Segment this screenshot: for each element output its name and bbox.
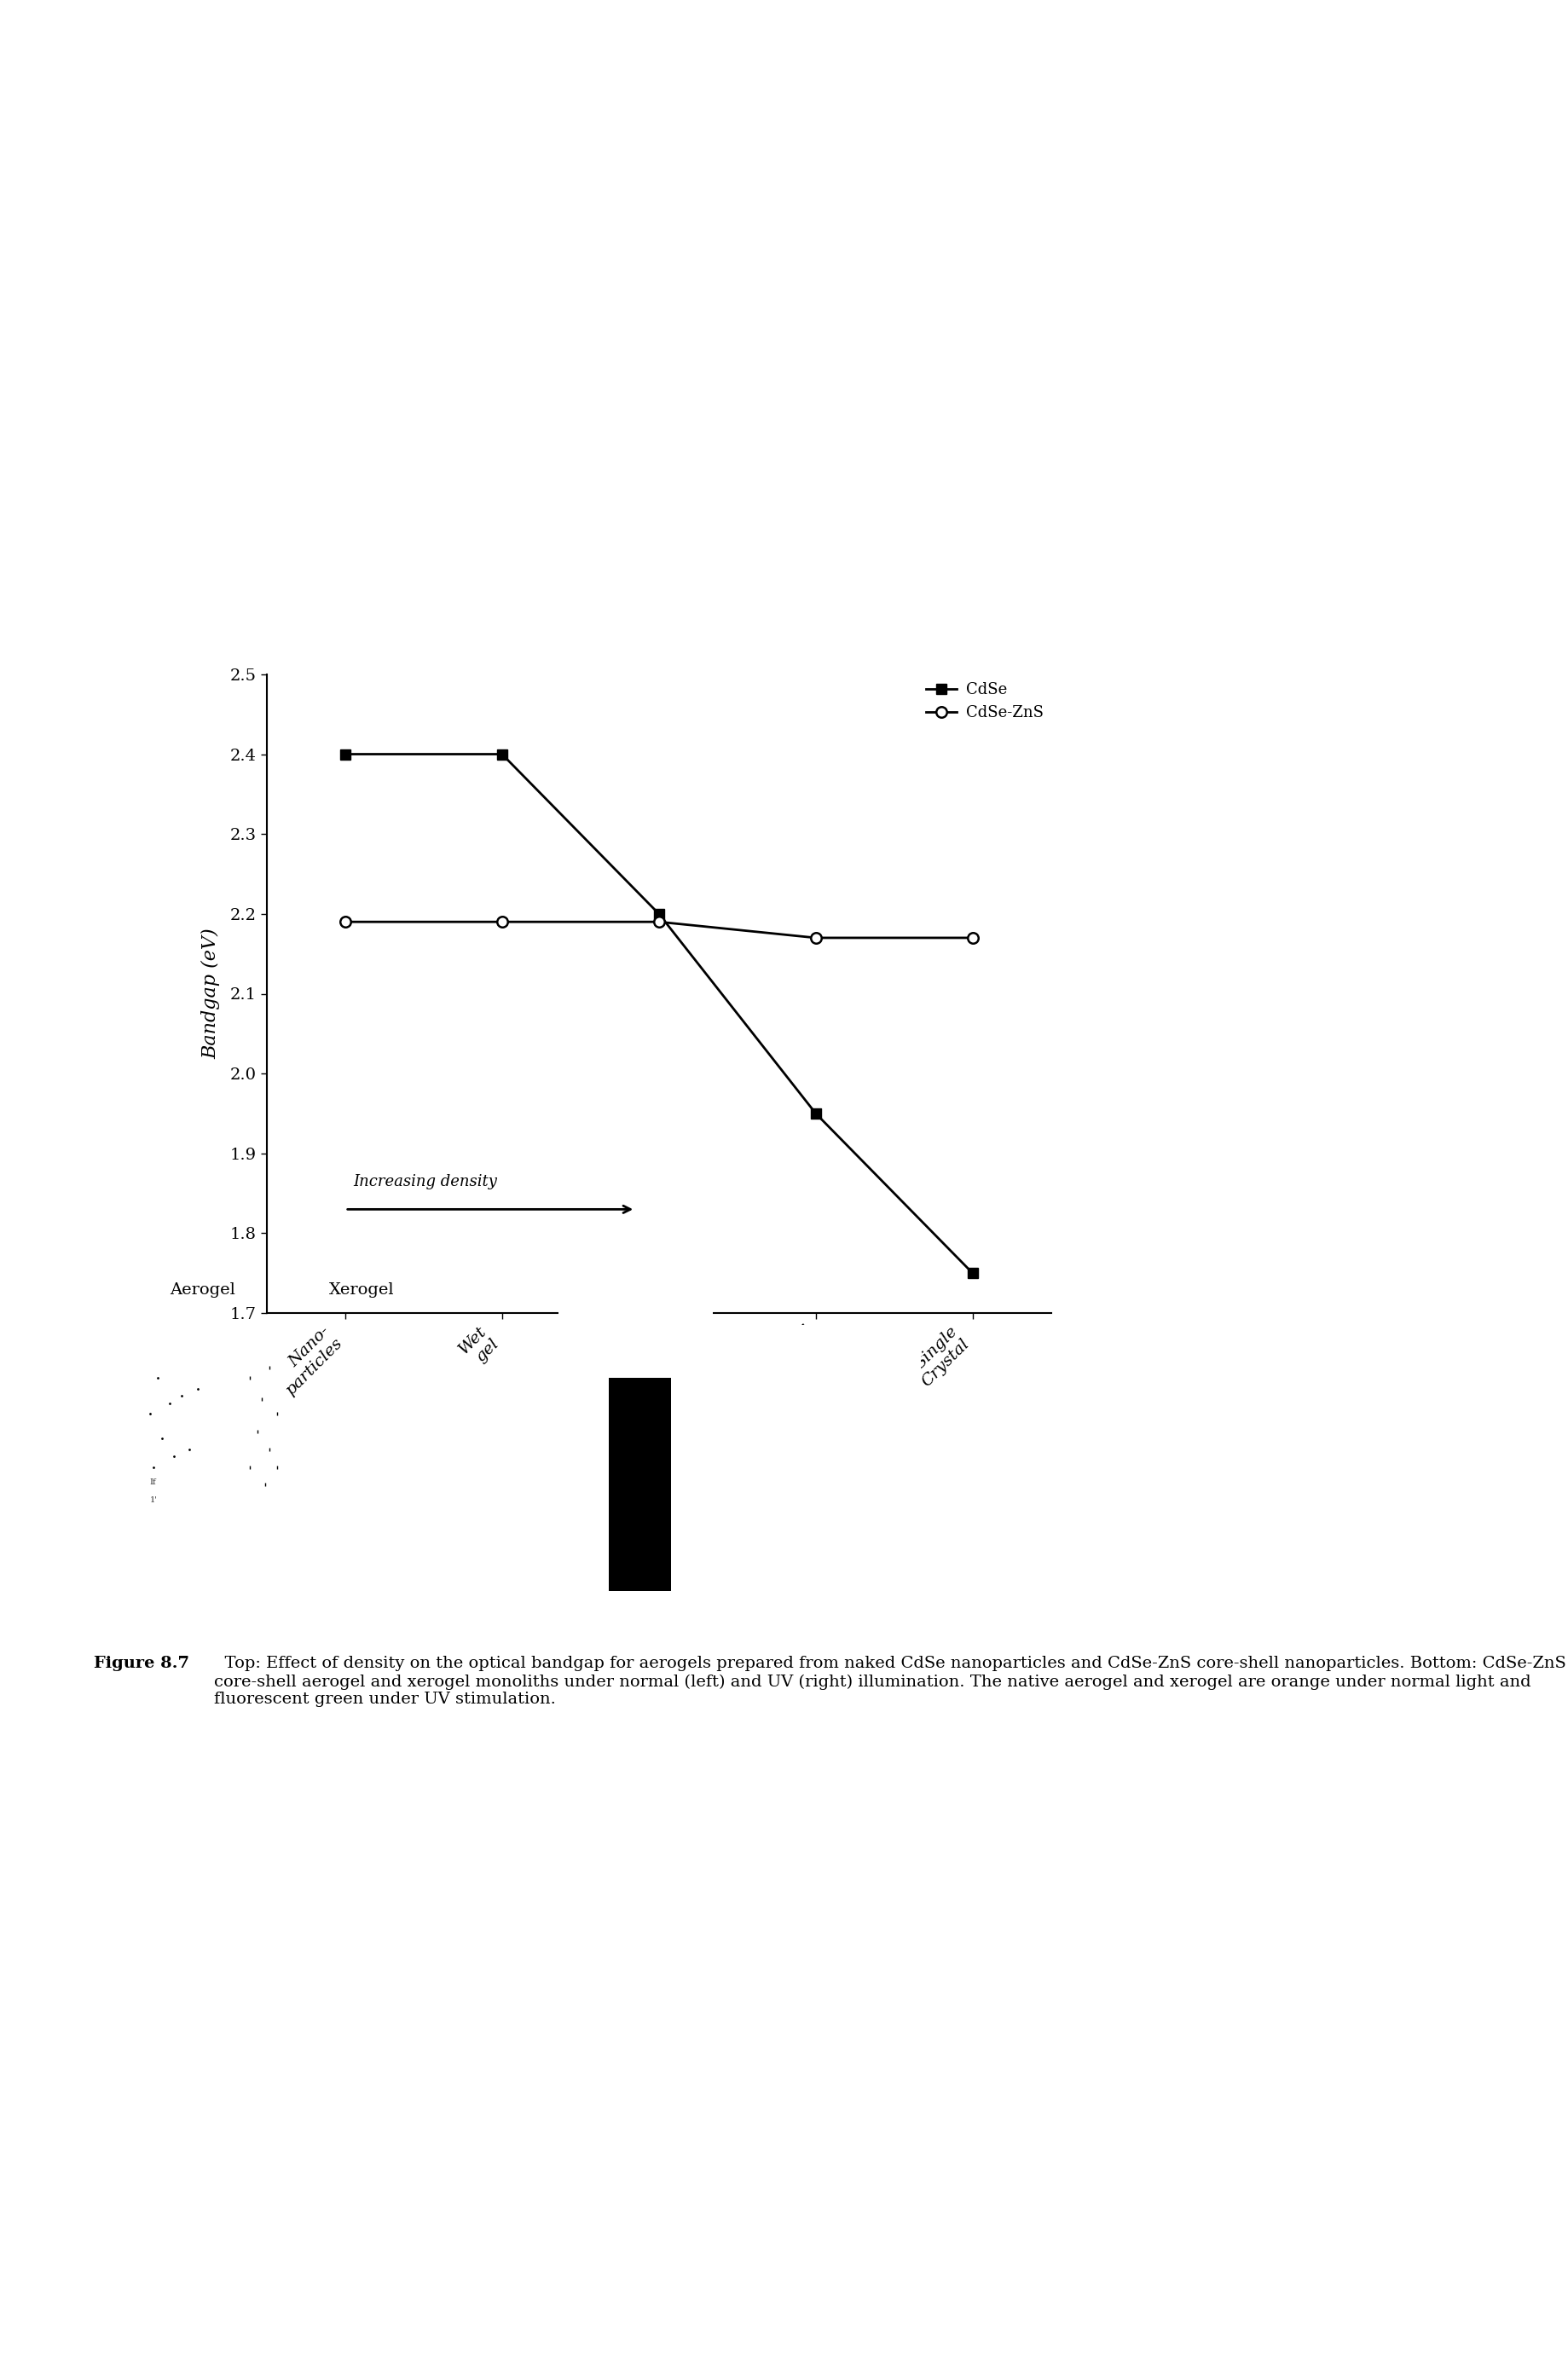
Legend: CdSe, CdSe-ZnS: CdSe, CdSe-ZnS [925,681,1043,719]
Line: CdSe: CdSe [340,748,977,1278]
Line: CdSe-ZnS: CdSe-ZnS [340,916,977,944]
Text: 1': 1' [149,1495,157,1505]
CdSe-ZnS [492,909,511,937]
Text: Increasing density: Increasing density [353,1174,497,1190]
CdSe-ZnS [649,909,668,937]
CdSe [336,741,354,769]
Text: Xerogel: Xerogel [754,1273,820,1287]
Polygon shape [742,1325,920,1573]
CdSe [492,741,511,769]
CdSe [963,1259,982,1287]
Y-axis label: Bandgap (eV): Bandgap (eV) [202,927,221,1060]
Text: Top: Effect of density on the optical bandgap for aerogels prepared from naked C: Top: Effect of density on the optical ba… [215,1656,1565,1708]
Text: Aerogel: Aerogel [546,1273,613,1287]
Text: Aerogel: Aerogel [169,1282,235,1297]
CdSe-ZnS [963,923,982,951]
CdSe-ZnS [806,923,825,951]
CdSe [806,1100,825,1129]
Polygon shape [558,1306,712,1590]
CdSe-ZnS [336,909,354,937]
CdSe [649,899,668,927]
Text: Xerogel: Xerogel [329,1282,395,1297]
Text: Figure 8.7: Figure 8.7 [94,1656,190,1670]
Text: If: If [149,1479,157,1486]
Polygon shape [608,1377,671,1590]
